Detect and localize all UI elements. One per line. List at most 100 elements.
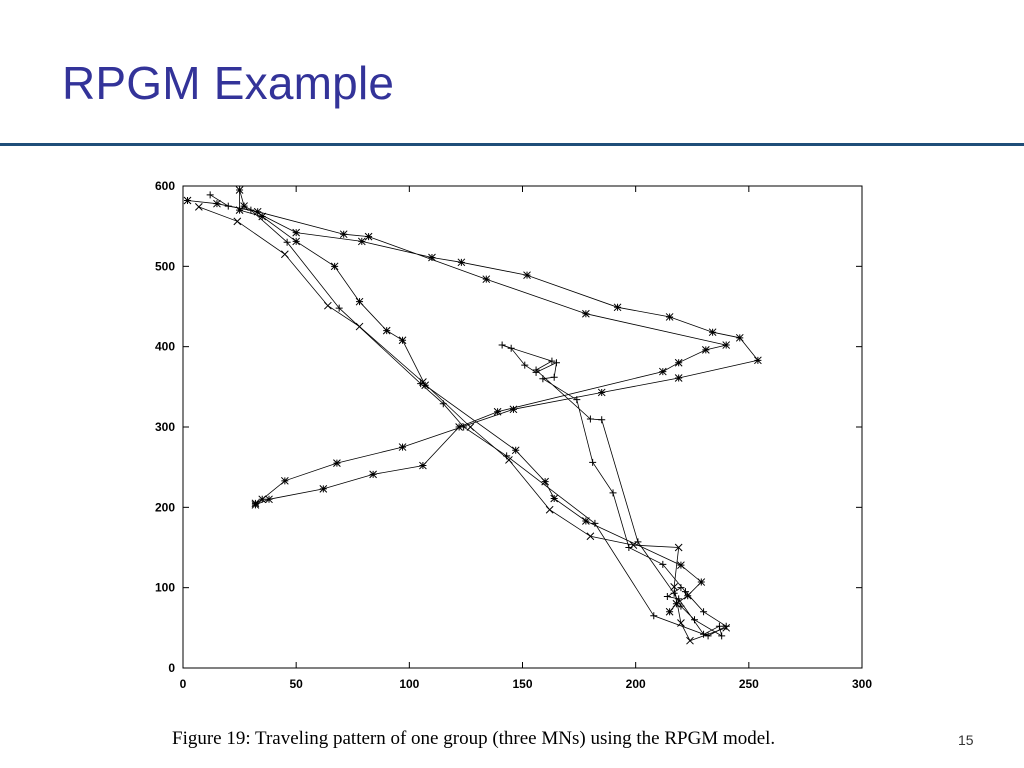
data-point-marker bbox=[677, 561, 685, 570]
data-point-marker bbox=[493, 407, 502, 416]
data-point-marker bbox=[722, 341, 731, 349]
data-point-marker bbox=[369, 470, 377, 479]
data-point-marker bbox=[658, 367, 667, 376]
data-point-marker bbox=[213, 199, 221, 208]
data-point-marker bbox=[670, 583, 678, 591]
data-point-marker bbox=[258, 495, 267, 504]
x-tick-label: 200 bbox=[626, 677, 646, 691]
data-point-marker bbox=[280, 250, 289, 259]
data-point-marker bbox=[335, 304, 343, 312]
data-point-marker bbox=[398, 443, 407, 451]
data-point-marker bbox=[251, 499, 260, 508]
y-tick-label: 300 bbox=[155, 420, 175, 434]
data-point-marker bbox=[292, 237, 301, 246]
data-point-marker bbox=[625, 544, 633, 551]
data-point-marker bbox=[498, 341, 506, 349]
data-point-marker bbox=[589, 458, 597, 466]
data-point-marker bbox=[280, 476, 289, 485]
data-point-marker bbox=[419, 461, 427, 470]
data-point-marker bbox=[686, 636, 694, 645]
data-point-marker bbox=[330, 262, 339, 271]
data-point-marker bbox=[292, 228, 301, 237]
data-point-marker bbox=[503, 452, 511, 460]
data-point-marker bbox=[674, 374, 683, 382]
y-tick-label: 200 bbox=[155, 500, 175, 514]
data-point-marker bbox=[364, 232, 373, 241]
data-point-marker bbox=[339, 230, 348, 239]
data-point-marker bbox=[382, 326, 391, 335]
data-point-marker bbox=[509, 405, 518, 414]
data-point-marker bbox=[670, 589, 678, 597]
data-point-marker bbox=[233, 217, 242, 226]
data-point-marker bbox=[591, 519, 599, 527]
data-point-marker bbox=[253, 207, 262, 216]
data-point-marker bbox=[511, 446, 520, 455]
data-point-marker bbox=[586, 415, 594, 423]
data-point-marker bbox=[507, 344, 515, 352]
data-point-marker bbox=[323, 301, 332, 310]
data-point-marker bbox=[240, 202, 248, 210]
data-point-marker bbox=[194, 203, 203, 211]
data-point-marker bbox=[613, 303, 622, 312]
data-point-marker bbox=[672, 599, 681, 608]
data-point-marker bbox=[683, 591, 692, 600]
data-point-marker bbox=[235, 186, 244, 194]
data-point-marker bbox=[265, 495, 273, 504]
data-point-marker bbox=[421, 381, 430, 390]
data-point-marker bbox=[691, 616, 699, 624]
y-tick-label: 400 bbox=[155, 340, 175, 354]
x-tick-label: 250 bbox=[739, 677, 759, 691]
data-point-marker bbox=[457, 258, 466, 267]
data-point-marker bbox=[665, 313, 674, 321]
data-point-marker bbox=[701, 346, 710, 354]
x-tick-label: 100 bbox=[399, 677, 419, 691]
data-point-marker bbox=[319, 485, 328, 493]
data-point-marker bbox=[532, 366, 540, 374]
x-tick-label: 50 bbox=[289, 677, 303, 691]
figure-caption: Figure 19: Traveling pattern of one grou… bbox=[172, 728, 776, 749]
data-point-marker bbox=[545, 505, 554, 514]
x-tick-label: 0 bbox=[180, 677, 187, 691]
data-point-marker bbox=[700, 608, 708, 616]
data-point-marker bbox=[355, 297, 364, 306]
data-point-marker bbox=[665, 607, 674, 616]
data-point-marker bbox=[609, 489, 617, 497]
data-point-marker bbox=[206, 191, 214, 199]
data-point-marker bbox=[439, 400, 447, 408]
slide-title: RPGM Example bbox=[62, 57, 395, 109]
data-point-marker bbox=[586, 532, 595, 541]
data-point-marker bbox=[722, 622, 730, 630]
data-point-marker bbox=[183, 196, 192, 205]
data-point-marker bbox=[582, 517, 590, 525]
data-point-marker bbox=[718, 632, 726, 640]
data-point-marker bbox=[548, 357, 556, 365]
data-point-marker bbox=[258, 212, 267, 221]
title-divider bbox=[0, 143, 1024, 146]
y-tick-label: 100 bbox=[155, 581, 175, 595]
data-point-marker bbox=[357, 237, 366, 246]
data-point-marker bbox=[674, 358, 683, 367]
data-point-marker bbox=[552, 359, 560, 367]
y-tick-label: 500 bbox=[155, 259, 175, 273]
data-point-marker bbox=[598, 416, 606, 424]
data-point-marker bbox=[715, 622, 723, 630]
y-tick-label: 0 bbox=[168, 661, 175, 675]
series-line-3 bbox=[187, 189, 759, 613]
axis-ticks: 0 50 100 150 200 250 300 0 100 200 300 400 500 600 bbox=[155, 179, 872, 691]
data-point-marker bbox=[283, 238, 291, 246]
data-point-marker bbox=[582, 309, 590, 318]
data-point-marker bbox=[428, 253, 436, 262]
x-tick-label: 300 bbox=[852, 677, 872, 691]
series-line-2 bbox=[209, 194, 727, 637]
data-point-marker bbox=[541, 477, 549, 486]
data-point-marker bbox=[333, 459, 341, 468]
data-point-marker bbox=[754, 356, 762, 365]
data-point-marker bbox=[677, 584, 685, 592]
data-point-marker bbox=[550, 373, 558, 381]
y-tick-label: 600 bbox=[155, 179, 175, 193]
data-point-marker bbox=[455, 423, 463, 431]
series-layer bbox=[183, 186, 762, 645]
data-point-marker bbox=[674, 543, 683, 552]
data-point-marker bbox=[663, 593, 671, 601]
